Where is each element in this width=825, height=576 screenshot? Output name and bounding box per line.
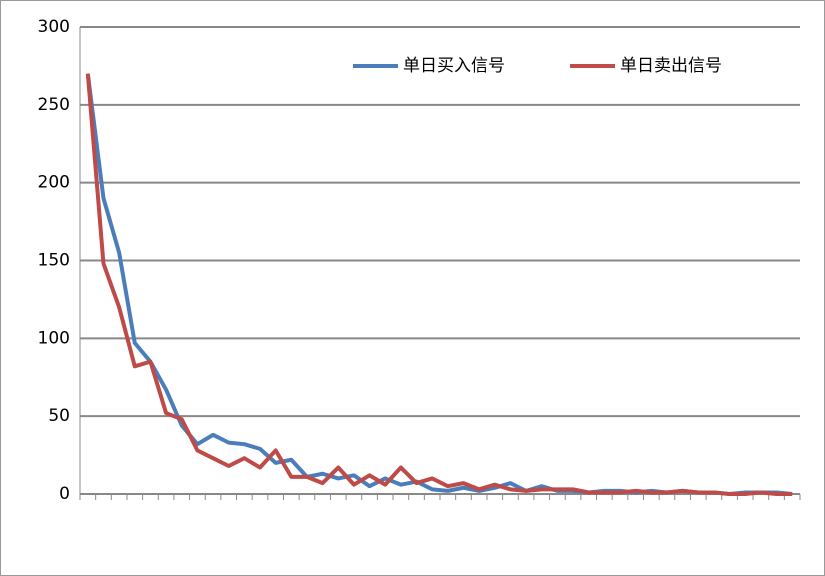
y-tick-label: 50 — [48, 406, 70, 426]
y-tick-label: 0 — [59, 484, 70, 504]
legend-label: 单日买入信号 — [403, 56, 505, 76]
y-tick-label: 200 — [38, 173, 70, 193]
series-line — [85, 73, 793, 496]
y-tick-label: 300 — [38, 17, 70, 37]
y-tick-label: 250 — [38, 95, 70, 115]
legend-label: 单日卖出信号 — [620, 56, 722, 76]
y-tick-label: 100 — [38, 328, 70, 348]
y-tick-label: 150 — [38, 251, 70, 271]
